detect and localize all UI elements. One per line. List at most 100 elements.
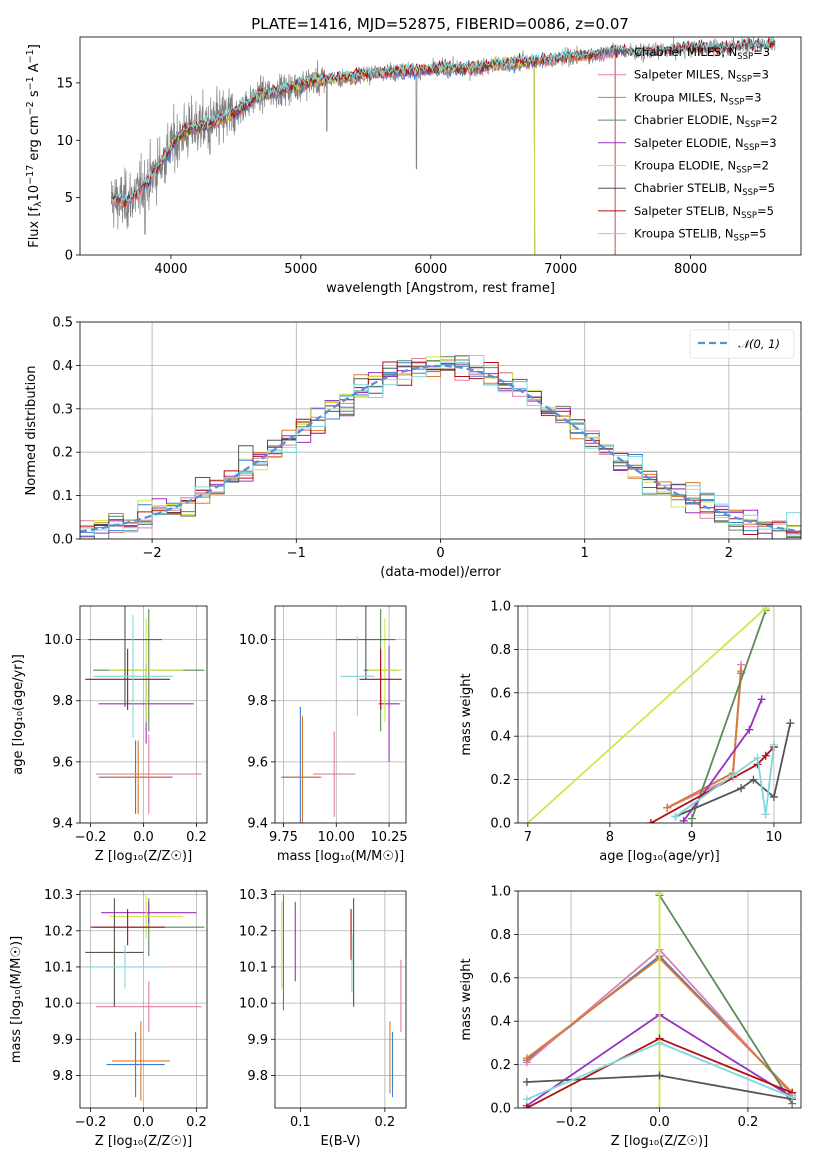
weight-marker-kroupa-miles [663,803,672,812]
y-tick-label: 0.0 [52,533,73,548]
y-tick-label: 5 [65,191,73,206]
residual-hist-kroupa-stelib [80,355,801,539]
legend-name: Chabrier ELODIE, N [634,113,745,127]
y-axis-label: mass [log₁₀(M/M☉)] [9,936,24,1063]
y-tick-label: 10.2 [239,924,268,939]
weight-marker-salpeter-elodie [745,725,754,734]
legend-label: Kroupa STELIB, NSSP=5 [634,227,766,244]
model-spectrum-kroupa-elodie [157,56,536,255]
plot-area [80,606,207,823]
legend-name: Kroupa ELODIE, N [634,159,736,173]
x-tick-label: 0.0 [133,1115,154,1130]
legend-value: =5 [758,181,775,195]
axes-frame [517,605,802,824]
weight-marker-chabrier-stelib [655,1071,664,1080]
model-spectrum-kroupa-miles [110,48,616,255]
legend-label: Chabrier MILES, NSSP=3 [634,45,770,62]
y-tick-label: 10 [56,134,73,149]
legend-name: Chabrier MILES, N [634,45,737,59]
axes-frame [79,321,802,540]
legend-sub: SSP [734,234,750,244]
y-tick-label: 9.6 [52,755,73,770]
y-tick-label: 10.3 [44,888,73,903]
x-axis-label: wavelength [Angstrom, rest frame] [326,281,555,296]
plot-area [518,606,801,823]
axes-weight_vs_age: 7 8 9 10 0.0 0.2 0.4 0.6 0.8 1.0 age [log₁₀(age/yr… [459,600,802,864]
x-tick-label: 9 [688,830,696,845]
model-spectrum-chabrier-elodie [157,57,536,255]
y-tick-label: 9.9 [52,1033,73,1048]
x-tick-label: 0 [436,546,444,561]
axes-mass_vs_ebv: 0.1 0.2 9.8 9.9 10.0 10.1 10.2 10.3 E(B-V) [239,888,407,1149]
legend-sub: SSP [729,97,745,107]
weight-marker-kroupa-stelib [761,810,770,819]
legend-label: Kroupa MILES, NSSP=3 [634,90,761,107]
y-tick-label: 9.6 [247,755,268,770]
weight-marker-kroupa-stelib [728,771,737,780]
x-axis-label: mass [log₁₀(M/M☉)] [277,849,404,864]
legend-value: =3 [753,45,770,59]
y-tick-label: 0.8 [490,928,511,943]
axes-residuals: −2 −1 0 1 2 0.0 0.1 0.2 0.3 0.4 0.5 (data-model)/er… [24,316,802,580]
legend-name: Salpeter MILES, N [634,68,736,82]
weight-marker-chabrier-stelib [786,719,795,728]
x-tick-label: 7 [524,830,532,845]
y-tick-label: 10.3 [239,888,268,903]
legend-name: Salpeter STELIB, N [634,204,741,218]
legend-label: Salpeter ELODIE, NSSP=3 [634,136,777,153]
weight-marker-kroupa-elodie [761,606,770,613]
y-axis-label-part: −1 [25,49,36,63]
weight-marker-salpeter-elodie [679,816,688,823]
legend-name: Chabrier STELIB, N [634,181,742,195]
x-tick-label: 9.75 [269,830,298,845]
x-tick-label: 0.2 [375,1115,396,1130]
weight-marker-kroupa-elodie [655,891,664,898]
legend-sub: SSP [736,75,752,85]
weight-marker-kroupa-stelib [655,1038,664,1047]
weight-marker-kroupa-stelib [788,1093,797,1102]
x-tick-label: 8000 [674,262,707,277]
x-axis-label: (data-model)/error [380,565,501,580]
weight-line-kroupa-elodie [527,607,767,823]
axes-frame [517,890,802,1109]
x-tick-label: −0.2 [75,1115,107,1130]
y-axis-label-part: Flux [f [27,207,42,248]
y-tick-label: 0.2 [490,773,511,788]
x-tick-label: 0.2 [738,1115,759,1130]
y-axis-label-part: −17 [25,165,36,185]
plot-area [80,891,207,1108]
x-tick-label: −2 [143,546,162,561]
x-axis-label: Z [log₁₀(Z/Z☉)] [95,849,192,864]
weight-marker-kroupa-elodie [655,1104,664,1108]
weight-marker-chabrier-stelib [749,775,758,784]
y-tick-label: 0.0 [490,1102,511,1117]
weight-line-chabrier-elodie [691,609,767,820]
y-tick-label: 0.8 [490,643,511,658]
x-tick-label: 10 [766,830,783,845]
x-tick-label: 8 [606,830,614,845]
legend-value: =2 [761,113,778,127]
y-tick-label: 9.8 [52,1069,73,1084]
figure-title: PLATE=1416, MJD=52875, FIBERID=0086, z=0… [251,15,629,33]
y-tick-label: 9.4 [52,817,73,832]
legend-value: =3 [752,68,769,82]
y-tick-label: 10.1 [44,960,73,975]
weight-marker-kroupa-stelib [522,1095,531,1104]
axes-frame [79,890,208,1109]
x-tick-label: 6000 [414,262,447,277]
y-tick-label: 0.1 [52,489,73,504]
legend-name: Kroupa MILES, N [634,90,729,104]
x-tick-label: 0.2 [186,830,207,845]
plot-area [110,37,776,255]
y-axis-label: Normed distribution [24,366,39,496]
weight-line-chabrier-elodie [658,894,793,1105]
y-axis-label-part: −1 [25,76,36,90]
x-tick-label: 0.1 [290,1115,311,1130]
legend-value: =2 [752,159,769,173]
legend-name: Kroupa STELIB, N [634,227,734,241]
x-tick-label: 10.00 [318,830,355,845]
y-tick-label: 10.2 [44,924,73,939]
weight-marker-salpeter-stelib [761,751,770,760]
legend-label: Salpeter MILES, NSSP=3 [634,68,769,85]
y-tick-label: 0 [65,249,73,264]
